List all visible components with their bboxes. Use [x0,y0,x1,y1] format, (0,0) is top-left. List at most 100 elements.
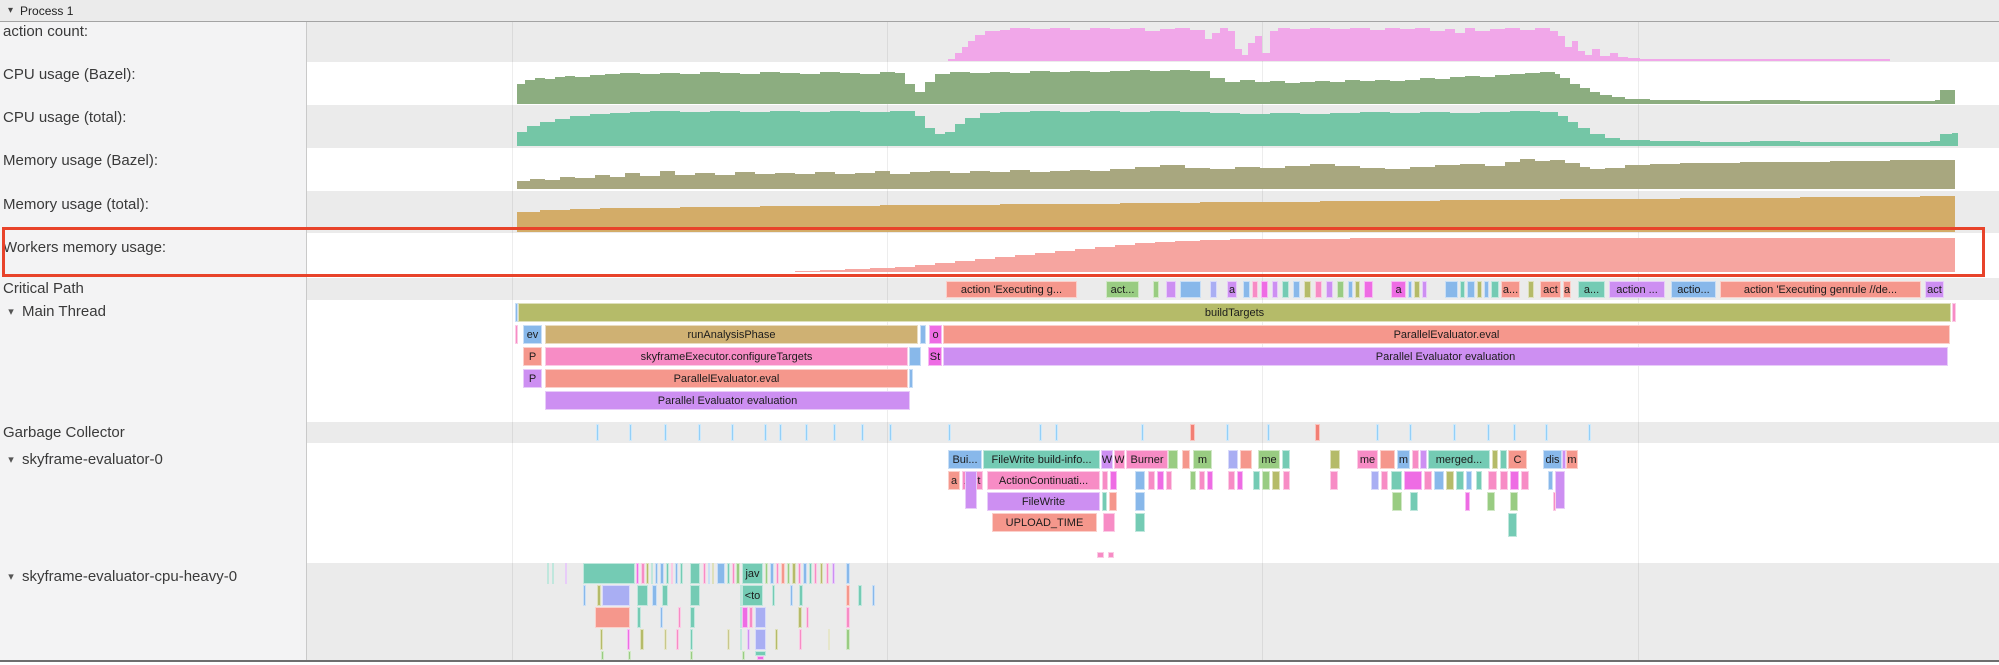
critical-path-slice[interactable] [1491,281,1499,298]
skyframe-evaluator-0-slice[interactable]: UPLOAD_TIME [992,513,1097,532]
skyframe-evaluator-0-slice[interactable] [1207,471,1213,490]
skyframe-evaluator-0-slice[interactable]: FileWrite build-info... [983,450,1100,469]
sidebar-item-main-thread[interactable]: ▾ Main Thread [0,302,305,320]
skyframe-evaluator-0-slice[interactable] [1103,513,1115,532]
skyframe-evaluator-cpu-heavy-0-slice[interactable] [552,563,554,584]
garbage-collector-slice[interactable] [1487,424,1490,441]
garbage-collector-slice[interactable] [1453,424,1456,441]
skyframe-evaluator-0-slice[interactable]: FileWrite [987,492,1100,511]
critical-path-slice[interactable] [1180,281,1201,298]
skyframe-evaluator-cpu-heavy-0-slice[interactable] [671,563,673,584]
skyframe-evaluator-0-slice[interactable] [1510,492,1518,511]
skyframe-evaluator-0-slice[interactable] [1272,471,1280,490]
skyframe-evaluator-cpu-heavy-0-slice[interactable] [798,607,802,628]
skyframe-evaluator-cpu-heavy-0-slice[interactable] [637,585,648,606]
skyframe-evaluator-0-slice[interactable] [1446,471,1454,490]
skyframe-evaluator-cpu-heavy-0-slice[interactable] [660,563,664,584]
skyframe-evaluator-0-slice[interactable] [1135,492,1145,511]
skyframe-evaluator-0-slice[interactable] [1166,471,1172,490]
skyframe-evaluator-cpu-heavy-0-slice[interactable] [781,563,785,584]
skyframe-evaluator-cpu-heavy-0-slice[interactable] [666,563,669,584]
garbage-collector-slice[interactable] [629,424,632,441]
skyframe-evaluator-cpu-heavy-0-slice[interactable] [595,607,630,628]
skyframe-evaluator-cpu-heavy-0-slice[interactable] [826,563,829,584]
main-thread-slice[interactable] [515,325,518,344]
skyframe-evaluator-cpu-heavy-0-slice[interactable] [803,563,807,584]
main-thread-slice[interactable]: skyframeExecutor.configureTargets [545,347,908,366]
critical-path-slice[interactable] [1153,281,1159,298]
skyframe-evaluator-cpu-heavy-0-slice[interactable] [742,651,745,660]
skyframe-evaluator-cpu-heavy-0-slice[interactable] [565,563,567,584]
skyframe-evaluator-0-slice[interactable]: ActionContinuati... [987,471,1100,490]
skyframe-evaluator-0-slice[interactable] [1476,471,1482,490]
skyframe-evaluator-0-slice[interactable] [1240,450,1252,469]
skyframe-evaluator-cpu-heavy-0-slice[interactable] [601,651,604,660]
skyframe-evaluator-cpu-heavy-0-slice[interactable] [662,585,668,606]
skyframe-evaluator-0-slice[interactable] [1135,513,1145,532]
skyframe-evaluator-0-slice[interactable] [1228,471,1235,490]
main-thread-slice[interactable]: P [523,369,542,388]
critical-path-slice[interactable] [1414,281,1420,298]
skyframe-evaluator-0-slice[interactable] [1410,492,1418,511]
skyframe-evaluator-0-slice[interactable] [1228,450,1238,469]
garbage-collector-slice[interactable] [948,424,951,441]
skyframe-evaluator-0-slice[interactable] [1330,450,1340,469]
garbage-collector-slice[interactable] [1588,424,1591,441]
garbage-collector-slice[interactable] [779,424,782,441]
critical-path-slice[interactable]: a [1227,281,1237,298]
garbage-collector-slice[interactable] [805,424,808,441]
skyframe-evaluator-0-slice[interactable]: m [1397,450,1410,469]
critical-path-slice[interactable] [1166,281,1176,298]
skyframe-evaluator-0-slice[interactable] [1157,471,1164,490]
main-thread-slice[interactable]: o [929,325,942,344]
garbage-collector-slice[interactable] [596,424,599,441]
skyframe-evaluator-cpu-heavy-0-slice[interactable] [765,563,768,584]
main-thread-slice[interactable]: ParallelEvaluator.eval [943,325,1950,344]
skyframe-evaluator-0-slice[interactable] [1282,450,1290,469]
critical-path-slice[interactable] [1282,281,1289,298]
skyframe-evaluator-cpu-heavy-0-slice[interactable] [652,585,657,606]
skyframe-evaluator-cpu-heavy-0-slice[interactable] [660,607,663,628]
skyframe-evaluator-cpu-heavy-0-slice[interactable] [792,563,796,584]
skyframe-evaluator-cpu-heavy-0-slice[interactable] [747,629,750,650]
skyframe-evaluator-0-slice[interactable] [1168,450,1178,469]
skyframe-evaluator-cpu-heavy-0-slice[interactable] [799,629,802,650]
main-thread-slice[interactable] [1952,303,1956,322]
main-thread-slice[interactable] [909,347,921,366]
skyframe-evaluator-0-slice[interactable]: merged... [1428,450,1490,469]
skyframe-evaluator-cpu-heavy-0-slice[interactable] [600,629,603,650]
skyframe-evaluator-cpu-heavy-0-slice[interactable] [820,563,823,584]
skyframe-evaluator-cpu-heavy-0-slice[interactable] [798,563,801,584]
skyframe-evaluator-cpu-heavy-0-slice[interactable] [787,563,790,584]
skyframe-evaluator-cpu-heavy-0-slice[interactable] [547,563,549,584]
skyframe-evaluator-0-slice[interactable] [1492,450,1498,469]
main-thread-slice[interactable]: Parallel Evaluator evaluation [545,391,910,410]
critical-path-slice[interactable] [1210,281,1217,298]
skyframe-evaluator-cpu-heavy-0-slice[interactable] [858,585,862,606]
critical-path-slice[interactable] [1293,281,1300,298]
garbage-collector-slice[interactable] [764,424,767,441]
critical-path-slice[interactable] [1467,281,1475,298]
critical-path-slice[interactable] [1528,281,1534,298]
skyframe-evaluator-0-slice[interactable] [1190,471,1196,490]
critical-path-slice[interactable]: a... [1501,281,1520,298]
skyframe-evaluator-cpu-heavy-0-slice[interactable] [636,563,639,584]
main-thread-slice[interactable]: Parallel Evaluator evaluation [943,347,1948,366]
critical-path-slice[interactable]: a [1563,281,1571,298]
skyframe-evaluator-cpu-heavy-0-slice[interactable] [678,607,681,628]
critical-path-slice[interactable] [1477,281,1482,298]
skyframe-evaluator-cpu-heavy-0-slice[interactable] [703,563,706,584]
skyframe-evaluator-0-slice[interactable] [1253,471,1260,490]
garbage-collector-slice[interactable] [1055,424,1058,441]
critical-path-slice[interactable] [1304,281,1311,298]
skyframe-evaluator-0-slice[interactable] [1330,471,1338,490]
garbage-collector-slice[interactable] [1409,424,1412,441]
skyframe-evaluator-0-slice[interactable] [1371,471,1379,490]
skyframe-evaluator-0-slice[interactable] [1262,471,1270,490]
skyframe-evaluator-0-slice[interactable]: W [1114,450,1125,469]
skyframe-evaluator-0-slice[interactable] [1097,552,1104,558]
garbage-collector-slice[interactable] [1376,424,1379,441]
critical-path-slice[interactable] [1348,281,1353,298]
skyframe-evaluator-cpu-heavy-0-slice[interactable] [740,607,742,628]
skyframe-evaluator-0-slice[interactable] [1237,471,1243,490]
